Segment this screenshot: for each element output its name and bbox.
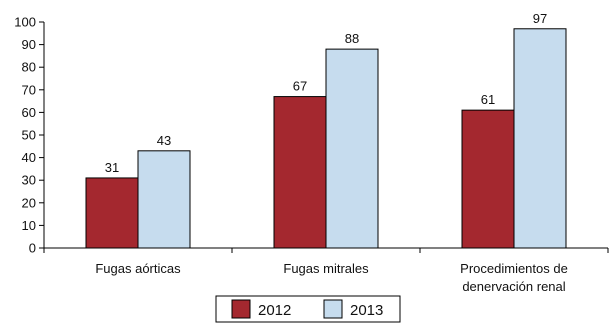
y-axis: 0 10 20 30 40 50 60 70 80 90 100 xyxy=(14,15,45,256)
y-tick-label: 40 xyxy=(22,150,36,165)
legend-swatch xyxy=(323,299,343,319)
y-tick-label: 50 xyxy=(22,128,36,143)
y-tick-label: 90 xyxy=(22,37,36,52)
bar-2012 xyxy=(461,109,515,249)
data-label: 97 xyxy=(533,11,547,26)
legend: 2012 2013 xyxy=(215,295,401,323)
bar-2012 xyxy=(273,96,327,249)
bar-2013 xyxy=(325,48,379,249)
bars xyxy=(85,28,567,249)
y-tick-label: 60 xyxy=(22,105,36,120)
data-label: 88 xyxy=(345,31,359,46)
y-tick-label: 100 xyxy=(14,15,36,30)
y-tick-label: 0 xyxy=(29,241,36,256)
bar-2013 xyxy=(137,150,191,249)
x-category-label: denervación renal xyxy=(462,279,565,294)
bar-2013 xyxy=(513,28,567,249)
data-label: 67 xyxy=(293,79,307,94)
x-category-label: Fugas aórticas xyxy=(95,261,181,276)
data-labels: 31 43 67 88 61 97 xyxy=(105,11,547,175)
legend-swatch xyxy=(231,299,251,319)
x-category-label: Fugas mitrales xyxy=(283,261,369,276)
y-tick-label: 30 xyxy=(22,173,36,188)
y-tick-label: 10 xyxy=(22,218,36,233)
legend-label: 2012 xyxy=(258,302,291,319)
y-tick-label: 80 xyxy=(22,60,36,75)
y-tick-label: 20 xyxy=(22,195,36,210)
bar-2012 xyxy=(85,177,139,249)
data-label: 31 xyxy=(105,160,119,175)
legend-label: 2013 xyxy=(350,302,383,319)
x-axis: Fugas aórticas Fugas mitrales Procedimient… xyxy=(43,247,609,294)
y-tick-label: 70 xyxy=(22,82,36,97)
data-label: 43 xyxy=(157,133,171,148)
data-label: 61 xyxy=(481,92,495,107)
x-category-label: Procedimientos de xyxy=(460,261,568,276)
